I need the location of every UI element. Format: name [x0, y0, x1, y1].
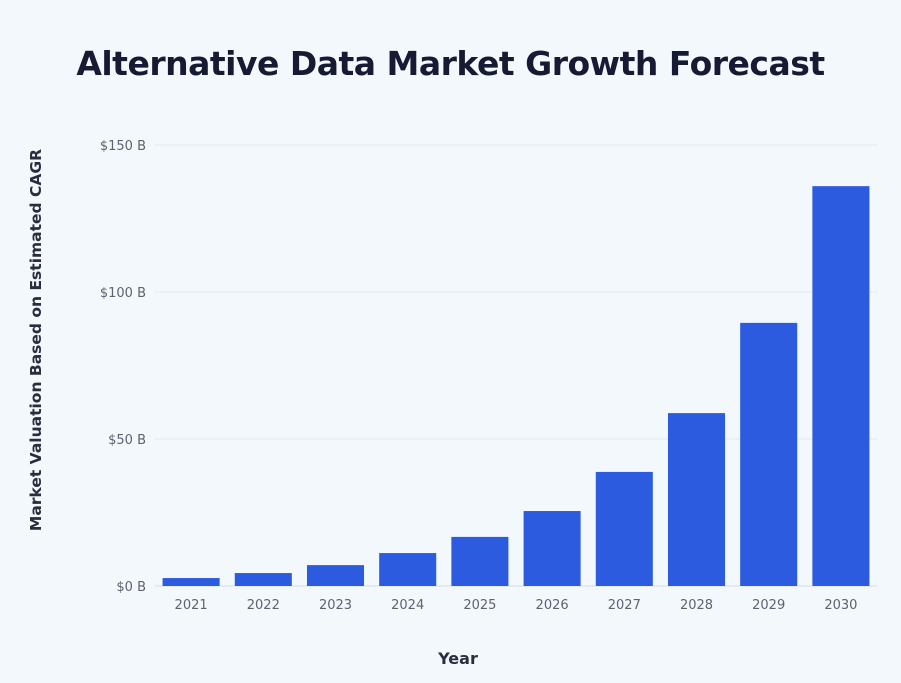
- x-axis-label: Year: [438, 649, 478, 668]
- y-tick-label: $0 B: [116, 580, 146, 595]
- y-tick-label: $50 B: [108, 433, 146, 448]
- bar-2025: [451, 536, 509, 586]
- x-tick-label: 2028: [680, 598, 713, 613]
- x-tick-label: 2024: [391, 598, 424, 613]
- bar-2022: [234, 573, 292, 586]
- y-tick-label: $150 B: [100, 139, 146, 154]
- x-tick-label: 2026: [536, 598, 569, 613]
- bar-2023: [306, 565, 365, 586]
- x-tick-label: 2021: [175, 598, 208, 613]
- x-tick-label: 2030: [824, 598, 857, 613]
- bar-2021: [162, 578, 220, 586]
- x-tick-label: 2022: [247, 598, 280, 613]
- bar-2030: [812, 186, 870, 586]
- bar-2027: [595, 471, 653, 586]
- bar-2026: [523, 511, 581, 586]
- x-tick-label: 2023: [319, 598, 352, 613]
- bar-2024: [379, 553, 437, 586]
- x-tick-label: 2029: [752, 598, 785, 613]
- chart-title: Alternative Data Market Growth Forecast: [76, 44, 825, 83]
- bar-2028: [667, 413, 726, 586]
- x-tick-label: 2027: [608, 598, 641, 613]
- x-tick-label: 2025: [463, 598, 496, 613]
- y-tick-label: $100 B: [100, 286, 146, 301]
- bar-2029: [740, 322, 798, 586]
